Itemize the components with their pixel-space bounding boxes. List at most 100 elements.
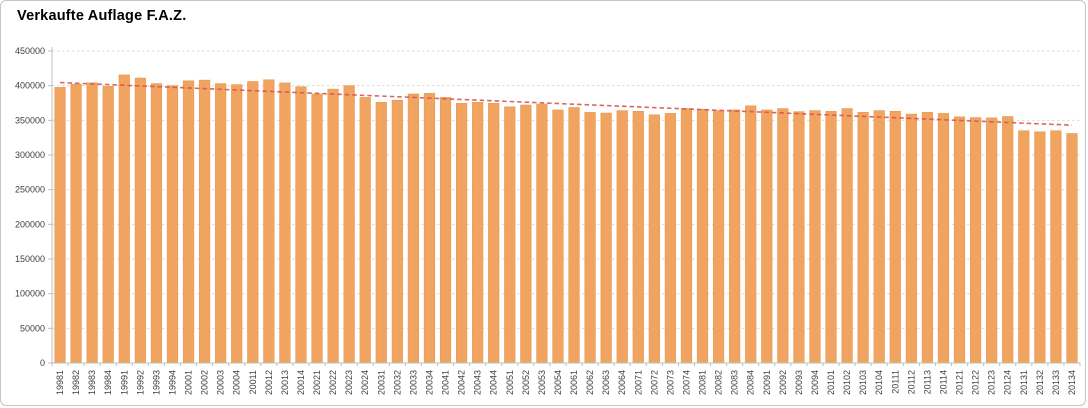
bar-20121[interactable]	[953, 116, 966, 364]
bar-20082[interactable]	[712, 110, 725, 364]
x-tick-label: 20004	[232, 370, 242, 395]
x-tick-label: 20041	[441, 370, 451, 395]
x-tick-label: 20023	[344, 370, 354, 395]
bar-20064[interactable]	[616, 110, 628, 364]
bar-20032[interactable]	[391, 99, 403, 364]
bar-20124[interactable]	[1002, 116, 1014, 364]
bar-20102[interactable]	[841, 108, 853, 364]
x-tick-label: 19984	[103, 370, 113, 395]
bar-19981[interactable]	[54, 87, 66, 364]
bar-20021[interactable]	[311, 93, 323, 364]
bar-19982[interactable]	[70, 83, 82, 364]
y-tick-label: 250000	[15, 185, 45, 195]
bar-20113[interactable]	[921, 112, 934, 364]
bar-20022[interactable]	[327, 88, 339, 364]
bar-20091[interactable]	[761, 109, 773, 364]
bar-20081[interactable]	[696, 108, 709, 364]
x-tick-label: 19982	[71, 370, 81, 395]
trendline[interactable]	[59, 81, 1073, 126]
bar-20131[interactable]	[1018, 130, 1030, 364]
x-tick-label: 20022	[328, 370, 338, 395]
bar-20112[interactable]	[905, 113, 917, 364]
bar-20011[interactable]	[247, 81, 259, 364]
bar-20132[interactable]	[1034, 131, 1046, 364]
x-tick-label: 20032	[392, 370, 402, 395]
bar-19992[interactable]	[134, 77, 146, 364]
bar-20033[interactable]	[407, 93, 420, 364]
bar-19993[interactable]	[150, 83, 163, 364]
bar-20074[interactable]	[680, 108, 693, 364]
x-tick-label: 20053	[537, 370, 547, 395]
bar-20014[interactable]	[295, 86, 307, 364]
bar-20063[interactable]	[600, 112, 612, 364]
bar-20073[interactable]	[664, 113, 677, 364]
x-tick-label: 20072	[649, 370, 659, 395]
bar-20003[interactable]	[215, 83, 227, 364]
bar-20123[interactable]	[986, 117, 998, 364]
bar-20072[interactable]	[648, 114, 660, 364]
x-tick-label: 20081	[698, 370, 708, 395]
bar-20094[interactable]	[809, 110, 821, 364]
bar-20041[interactable]	[439, 97, 452, 364]
x-tick-label: 20062	[585, 370, 595, 395]
bar-20101[interactable]	[825, 111, 837, 364]
bar-20093[interactable]	[793, 111, 805, 364]
bar-19994[interactable]	[166, 85, 179, 364]
bar-20134[interactable]	[1066, 133, 1078, 364]
x-tick-label: 20042	[457, 370, 467, 395]
x-tick-label: 20134	[1067, 370, 1077, 395]
bar-20042[interactable]	[455, 103, 468, 364]
bar-20051[interactable]	[504, 106, 516, 364]
bar-20122[interactable]	[969, 117, 982, 364]
x-tick-label: 20043	[473, 370, 483, 395]
y-tick-label: 100000	[15, 289, 45, 299]
bar-20031[interactable]	[375, 102, 387, 364]
x-tick-label: 20002	[200, 370, 210, 395]
bar-20133[interactable]	[1050, 130, 1062, 364]
x-tick-label: 20021	[312, 370, 322, 395]
bar-20044[interactable]	[488, 103, 500, 364]
bar-20083[interactable]	[729, 109, 741, 364]
x-tick-label: 20092	[778, 370, 788, 395]
bar-20002[interactable]	[198, 79, 211, 364]
y-tick-label: 0	[40, 358, 45, 368]
bar-20111[interactable]	[889, 111, 901, 364]
bar-20054[interactable]	[552, 109, 564, 364]
bar-20012[interactable]	[263, 79, 275, 364]
bar-19991[interactable]	[118, 74, 130, 364]
bar-19983[interactable]	[86, 82, 98, 364]
bar-20004[interactable]	[231, 84, 243, 364]
bar-19984[interactable]	[102, 86, 114, 364]
bar-20052[interactable]	[520, 104, 532, 364]
bar-20053[interactable]	[536, 103, 548, 364]
bar-20024[interactable]	[359, 97, 371, 364]
bar-20084[interactable]	[745, 105, 757, 364]
x-tick-label: 20123	[987, 370, 997, 395]
bar-20104[interactable]	[873, 110, 885, 364]
x-tick-label: 19991	[119, 370, 129, 395]
bar-20103[interactable]	[857, 112, 869, 364]
bar-20114[interactable]	[937, 113, 950, 364]
bar-20043[interactable]	[472, 102, 484, 364]
x-tick-label: 20132	[1035, 370, 1045, 395]
x-tick-label: 20101	[826, 370, 836, 395]
x-tick-label: 20013	[280, 370, 290, 395]
bar-20062[interactable]	[584, 112, 596, 364]
bar-20013[interactable]	[279, 82, 291, 364]
bar-20034[interactable]	[423, 92, 436, 364]
x-tick-label: 20074	[681, 370, 691, 395]
x-tick-label: 20034	[424, 370, 434, 395]
x-tick-label: 20122	[971, 370, 981, 395]
bar-20071[interactable]	[632, 111, 644, 364]
bar-20001[interactable]	[182, 80, 195, 364]
x-tick-label: 20112	[906, 370, 916, 394]
bar-20092[interactable]	[777, 108, 789, 364]
x-tick-label: 19981	[55, 370, 65, 395]
bar-20061[interactable]	[568, 107, 580, 364]
y-tick-label: 400000	[15, 81, 45, 91]
x-tick-label: 20064	[617, 370, 627, 395]
x-tick-label: 19993	[151, 370, 161, 395]
x-tick-label: 20024	[360, 370, 370, 395]
bar-20023[interactable]	[343, 85, 355, 364]
